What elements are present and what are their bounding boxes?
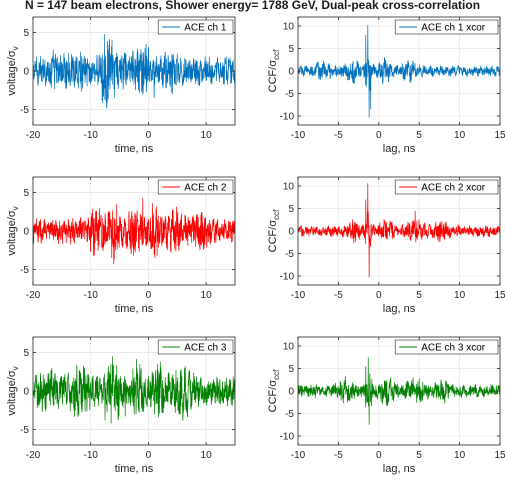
legend: ACE ch 2 (157, 179, 234, 195)
series-line (33, 356, 235, 424)
x-tick-label: -20 (26, 290, 41, 301)
x-axis-label: time, ns (115, 463, 154, 475)
legend-box (394, 179, 499, 195)
x-tick-label: 10 (454, 130, 466, 141)
y-tick-label: 0 (288, 227, 294, 238)
legend: ACE ch 1 xcor (394, 19, 499, 35)
legend-label: ACE ch 2 (184, 183, 227, 194)
x-tick-label: 5 (416, 450, 422, 461)
y-tick-label: 10 (283, 342, 295, 353)
series-line (33, 33, 235, 109)
y-tick-label: -5 (285, 249, 294, 260)
x-tick-label: -10 (291, 130, 306, 141)
x-tick-label: 5 (416, 130, 422, 141)
x-axis-label: lag, ns (383, 463, 416, 475)
x-tick-label: 0 (146, 450, 152, 461)
legend-box (394, 19, 499, 35)
x-tick-label: -10 (291, 450, 306, 461)
y-tick-label: 5 (23, 188, 29, 199)
x-tick-label: 10 (201, 450, 213, 461)
y-tick-label: -10 (280, 112, 295, 123)
series-line (298, 25, 500, 118)
series-line (298, 183, 500, 278)
chart-v3: -20 -10 0 10 -5 0 5 time, ns voltage/σv ACE ch 3 (6, 336, 236, 475)
legend-box (157, 19, 234, 35)
legend: ACE ch 2 xcor (394, 179, 499, 195)
x-tick-label: 5 (416, 290, 422, 301)
x-tick-label: 0 (376, 290, 382, 301)
x-tick-label: -5 (334, 450, 343, 461)
x-tick-label: -5 (334, 290, 343, 301)
legend-label: ACE ch 2 xcor (421, 183, 486, 194)
x-tick-label: -10 (291, 290, 306, 301)
x-tick-label: 0 (146, 130, 152, 141)
x-tick-label: -10 (83, 450, 98, 461)
y-tick-label: 0 (23, 67, 29, 78)
x-tick-label: 10 (454, 290, 466, 301)
y-axis-label: voltage/σv (6, 366, 20, 415)
x-tick-label: 10 (454, 450, 466, 461)
y-axis-label: voltage/σv (6, 206, 20, 255)
legend-label: ACE ch 3 xcor (421, 343, 486, 354)
x-axis-label: lag, ns (383, 303, 416, 315)
x-tick-label: 0 (146, 290, 152, 301)
x-tick-label: 0 (376, 450, 382, 461)
chart-v1: -20 -10 0 10 -5 0 5 time, ns voltage/σv ACE ch 1 (6, 16, 236, 155)
chart-c2: -10 -5 0 5 10 15 -10 -5 0 5 10 lag, ns CCF/σccf ACE c… (267, 176, 505, 315)
y-axis-label: CCF/σccf (267, 209, 281, 252)
series-line (298, 357, 500, 425)
y-tick-label: 10 (283, 22, 295, 33)
y-tick-label: -5 (285, 89, 294, 100)
x-tick-label: -20 (26, 130, 41, 141)
y-axis-label: CCF/σccf (267, 49, 281, 92)
y-tick-label: 5 (23, 348, 29, 359)
legend-box (157, 339, 234, 355)
x-tick-label: 15 (494, 450, 505, 461)
y-tick-label: -10 (280, 432, 295, 443)
y-tick-label: -10 (280, 272, 295, 283)
y-axis-label: CCF/σccf (267, 369, 281, 412)
y-tick-label: 0 (288, 387, 294, 398)
y-axis-label: voltage/σv (6, 46, 20, 95)
chart-c3: -10 -5 0 5 10 15 -10 -5 0 5 10 lag, ns CCF/σccf ACE c… (267, 336, 505, 475)
x-axis-label: lag, ns (383, 143, 416, 155)
x-tick-label: 10 (201, 290, 213, 301)
x-tick-label: -5 (334, 130, 343, 141)
x-tick-label: 0 (376, 130, 382, 141)
legend-box (394, 339, 499, 355)
chart-c1: -10 -5 0 5 10 15 -10 -5 0 5 10 lag, ns CCF/σccf ACE c… (267, 16, 505, 155)
y-tick-label: 5 (288, 204, 294, 215)
y-tick-label: 5 (288, 364, 294, 375)
y-tick-label: -5 (20, 265, 29, 276)
legend-label: ACE ch 1 (184, 23, 227, 34)
x-axis-label: time, ns (115, 303, 154, 315)
legend-label: ACE ch 3 (184, 343, 227, 354)
y-tick-label: 5 (23, 28, 29, 39)
series-line (33, 197, 235, 265)
y-tick-label: 0 (23, 387, 29, 398)
y-tick-label: -5 (285, 409, 294, 420)
y-tick-label: -5 (20, 105, 29, 116)
x-tick-label: 15 (494, 130, 505, 141)
x-tick-label: 15 (494, 290, 505, 301)
legend-label: ACE ch 1 xcor (421, 23, 486, 34)
y-tick-label: 0 (288, 67, 294, 78)
y-tick-label: 0 (23, 227, 29, 238)
x-tick-label: -10 (83, 290, 98, 301)
y-tick-label: -5 (20, 425, 29, 436)
legend: ACE ch 3 (157, 339, 234, 355)
x-axis-label: time, ns (115, 143, 154, 155)
y-tick-label: 5 (288, 44, 294, 55)
chart-v2: -20 -10 0 10 -5 0 5 time, ns voltage/σv ACE ch 2 (6, 176, 236, 315)
x-tick-label: 10 (201, 130, 213, 141)
figure-title: N = 147 beam electrons, Shower energy= 1… (24, 0, 481, 12)
legend-box (157, 179, 234, 195)
legend: ACE ch 3 xcor (394, 339, 499, 355)
x-tick-label: -20 (26, 450, 41, 461)
legend: ACE ch 1 (157, 19, 234, 35)
x-tick-label: -10 (83, 130, 98, 141)
y-tick-label: 10 (283, 182, 295, 193)
